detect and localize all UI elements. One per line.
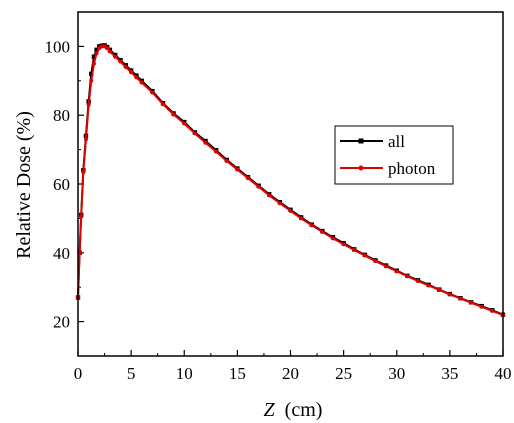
data-point-photon bbox=[246, 176, 250, 181]
x-axis-title: Z (cm) bbox=[264, 399, 323, 421]
data-point-photon bbox=[479, 304, 484, 309]
data-point-photon bbox=[320, 229, 325, 234]
data-point-photon bbox=[129, 70, 134, 75]
data-point-photon bbox=[171, 112, 176, 117]
data-point-photon bbox=[105, 46, 110, 51]
data-point-photon bbox=[134, 75, 139, 80]
data-point-photon bbox=[89, 78, 94, 83]
legend: all photon bbox=[334, 125, 454, 185]
data-point-photon bbox=[309, 223, 314, 228]
data-point-photon bbox=[469, 300, 474, 305]
x-tick-label: 20 bbox=[282, 364, 299, 383]
data-point-photon bbox=[416, 279, 420, 284]
x-tick-label: 15 bbox=[229, 364, 246, 383]
data-point-photon bbox=[384, 264, 389, 269]
data-point-photon bbox=[437, 287, 442, 292]
data-point-photon bbox=[214, 149, 219, 154]
x-tick-label: 30 bbox=[388, 364, 405, 383]
data-point-all bbox=[94, 47, 99, 53]
data-point-photon bbox=[352, 248, 357, 253]
data-point-photon bbox=[139, 80, 144, 85]
data-point-photon bbox=[182, 121, 187, 126]
x-axis-unit: (cm) bbox=[285, 399, 323, 421]
data-point-photon bbox=[277, 201, 282, 206]
legend-box bbox=[334, 125, 454, 185]
data-point-photon bbox=[123, 65, 128, 70]
data-point-photon bbox=[86, 102, 91, 107]
data-point-photon bbox=[224, 158, 229, 163]
data-point-photon bbox=[118, 59, 123, 64]
data-point-photon bbox=[299, 216, 304, 221]
data-point-photon bbox=[447, 292, 452, 297]
x-tick-label: 10 bbox=[176, 364, 193, 383]
data-point-all bbox=[91, 54, 97, 59]
data-point-photon bbox=[490, 308, 495, 313]
data-point-photon bbox=[235, 167, 240, 172]
data-point-photon bbox=[256, 184, 261, 189]
x-tick-label: 40 bbox=[495, 364, 512, 383]
data-point-photon bbox=[107, 49, 112, 54]
x-axis-variable: Z bbox=[264, 399, 276, 421]
x-tick-label: 35 bbox=[441, 364, 458, 383]
legend-label-photon: photon bbox=[388, 159, 436, 178]
legend-marker-photon bbox=[358, 165, 364, 171]
data-point-photon bbox=[91, 61, 96, 66]
data-point-photon bbox=[331, 236, 335, 241]
data-point-photon bbox=[81, 169, 86, 174]
x-tick-label: 25 bbox=[335, 364, 352, 383]
plot-frame bbox=[77, 11, 504, 357]
data-point-photon bbox=[150, 90, 155, 95]
data-point-photon bbox=[426, 283, 431, 288]
data-point-all bbox=[89, 71, 94, 77]
data-point-photon bbox=[203, 140, 208, 145]
y-tick-label: 20 bbox=[53, 313, 70, 332]
data-point-photon bbox=[267, 193, 272, 198]
data-point-photon bbox=[83, 137, 88, 142]
data-point-photon bbox=[394, 269, 399, 274]
x-tick-label: 5 bbox=[127, 364, 136, 383]
y-tick-label: 80 bbox=[53, 106, 70, 125]
series-layer bbox=[75, 43, 506, 318]
legend-label-all: all bbox=[388, 132, 405, 151]
x-tick-label: 0 bbox=[74, 364, 83, 383]
data-point-photon bbox=[405, 274, 410, 279]
data-point-photon bbox=[373, 259, 378, 264]
data-point-photon bbox=[192, 131, 197, 136]
data-point-photon bbox=[113, 54, 118, 59]
data-point-photon bbox=[288, 208, 293, 213]
y-tick-label: 100 bbox=[45, 37, 71, 56]
data-point-photon bbox=[79, 214, 84, 219]
ticks-layer: 0 5 10 15 20 25 30 35 40 20 40 60 80 100 bbox=[45, 11, 512, 383]
legend-marker-all bbox=[358, 138, 364, 144]
data-point-photon bbox=[341, 242, 346, 247]
data-point-photon bbox=[362, 253, 367, 258]
y-tick-label: 60 bbox=[53, 175, 70, 194]
y-tick-label: 40 bbox=[53, 244, 70, 263]
data-point-photon bbox=[161, 102, 165, 107]
data-point-photon bbox=[458, 296, 463, 301]
y-axis-title: Relative Dose (%) bbox=[13, 111, 35, 259]
data-point-photon bbox=[94, 51, 99, 56]
